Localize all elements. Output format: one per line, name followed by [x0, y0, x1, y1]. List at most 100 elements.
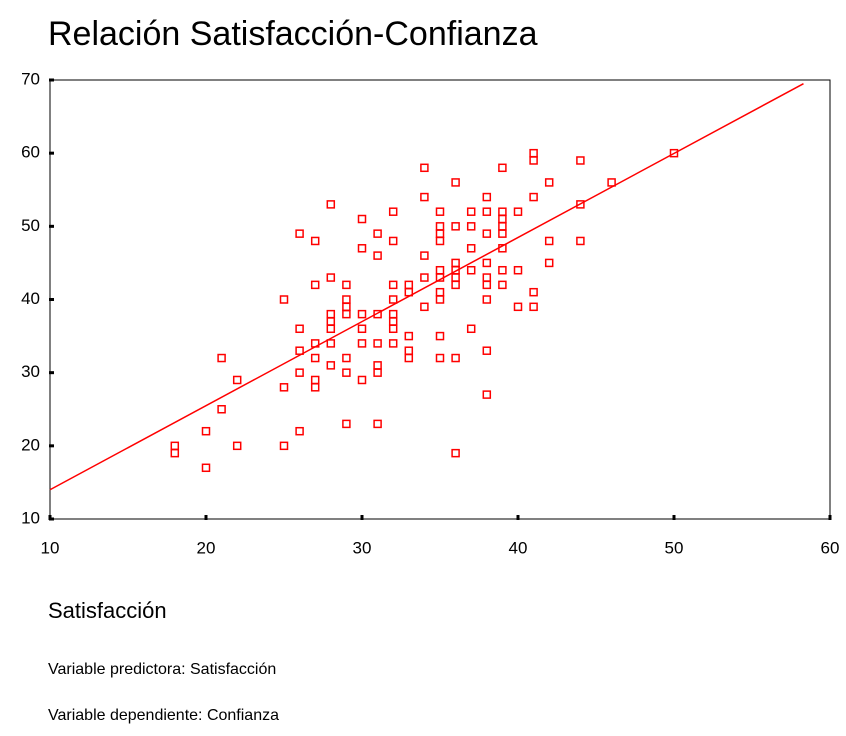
- point: [373, 309, 382, 319]
- point: [435, 236, 445, 246]
- y-tick-label: 40: [21, 289, 40, 308]
- point: [498, 222, 507, 231]
- point: [451, 273, 460, 282]
- point: [482, 229, 492, 238]
- point: [482, 346, 492, 355]
- point: [326, 200, 336, 209]
- point: [607, 178, 616, 187]
- point: [576, 200, 585, 209]
- point: [342, 302, 351, 312]
- y-tick-label: 60: [21, 143, 40, 162]
- x-axis-label: Satisfacción: [48, 598, 167, 623]
- point: [404, 346, 414, 355]
- note: Variable predictora: Satisfacción: [48, 661, 276, 678]
- y-tick-label: 70: [21, 69, 40, 88]
- point: [388, 280, 398, 290]
- point: [373, 229, 382, 238]
- point: [357, 375, 367, 385]
- point: [420, 163, 429, 173]
- point: [217, 405, 226, 414]
- point: [529, 192, 538, 202]
- point: [404, 331, 414, 341]
- point: [295, 346, 304, 355]
- point: [435, 353, 445, 363]
- chart-title: Relación Satisfacción-Confianza: [48, 15, 538, 53]
- point: [326, 309, 336, 319]
- point: [482, 390, 492, 399]
- point: [326, 324, 336, 334]
- point: [498, 244, 507, 253]
- point: [451, 222, 460, 231]
- point: [466, 265, 476, 275]
- point: [498, 280, 507, 290]
- point: [357, 324, 367, 334]
- regression-line: [49, 82, 804, 491]
- point: [357, 309, 367, 319]
- note: Variable dependiente: Confianza: [48, 707, 279, 724]
- point: [170, 441, 180, 451]
- point: [498, 265, 507, 275]
- point: [404, 353, 414, 363]
- point: [388, 207, 398, 216]
- point: [357, 244, 367, 253]
- point: [482, 295, 492, 304]
- x-tick-label: 30: [353, 538, 372, 557]
- point: [435, 295, 445, 304]
- point: [529, 287, 538, 297]
- point: [342, 309, 351, 319]
- point: [466, 207, 476, 216]
- point: [498, 214, 507, 224]
- point: [388, 236, 398, 246]
- point: [201, 463, 211, 473]
- point: [326, 361, 336, 370]
- point: [435, 229, 445, 238]
- point: [232, 441, 242, 451]
- point: [342, 280, 351, 290]
- point: [342, 295, 351, 304]
- point: [451, 258, 460, 268]
- point: [279, 441, 289, 451]
- point: [404, 287, 414, 297]
- point: [513, 302, 523, 312]
- point: [373, 251, 382, 260]
- point: [217, 353, 226, 363]
- point: [466, 222, 476, 231]
- point: [279, 383, 289, 392]
- point: [466, 244, 476, 253]
- point: [576, 156, 585, 165]
- point: [466, 324, 476, 334]
- point: [295, 324, 304, 334]
- point: [435, 273, 445, 282]
- point: [482, 273, 492, 282]
- point: [498, 229, 507, 238]
- point: [388, 295, 398, 304]
- point: [420, 302, 429, 312]
- point: [435, 331, 445, 341]
- point: [529, 302, 538, 312]
- y-tick-label: 20: [21, 435, 40, 454]
- point: [310, 353, 320, 363]
- point: [544, 236, 554, 246]
- point: [669, 148, 679, 158]
- point: [544, 178, 554, 187]
- point: [388, 317, 398, 326]
- point: [451, 280, 460, 290]
- point: [435, 287, 445, 297]
- point: [420, 273, 429, 282]
- point: [295, 368, 304, 377]
- y-tick-label: 10: [21, 508, 40, 527]
- point: [232, 375, 242, 385]
- point: [498, 207, 507, 216]
- point: [435, 265, 445, 275]
- point: [310, 375, 320, 385]
- point: [326, 273, 336, 282]
- point: [373, 419, 382, 429]
- point: [357, 214, 367, 224]
- point: [420, 251, 429, 260]
- point: [544, 258, 554, 268]
- y-tick-label: 50: [21, 216, 40, 235]
- point: [201, 426, 211, 436]
- point: [451, 448, 460, 458]
- point: [576, 236, 585, 246]
- point: [295, 426, 304, 436]
